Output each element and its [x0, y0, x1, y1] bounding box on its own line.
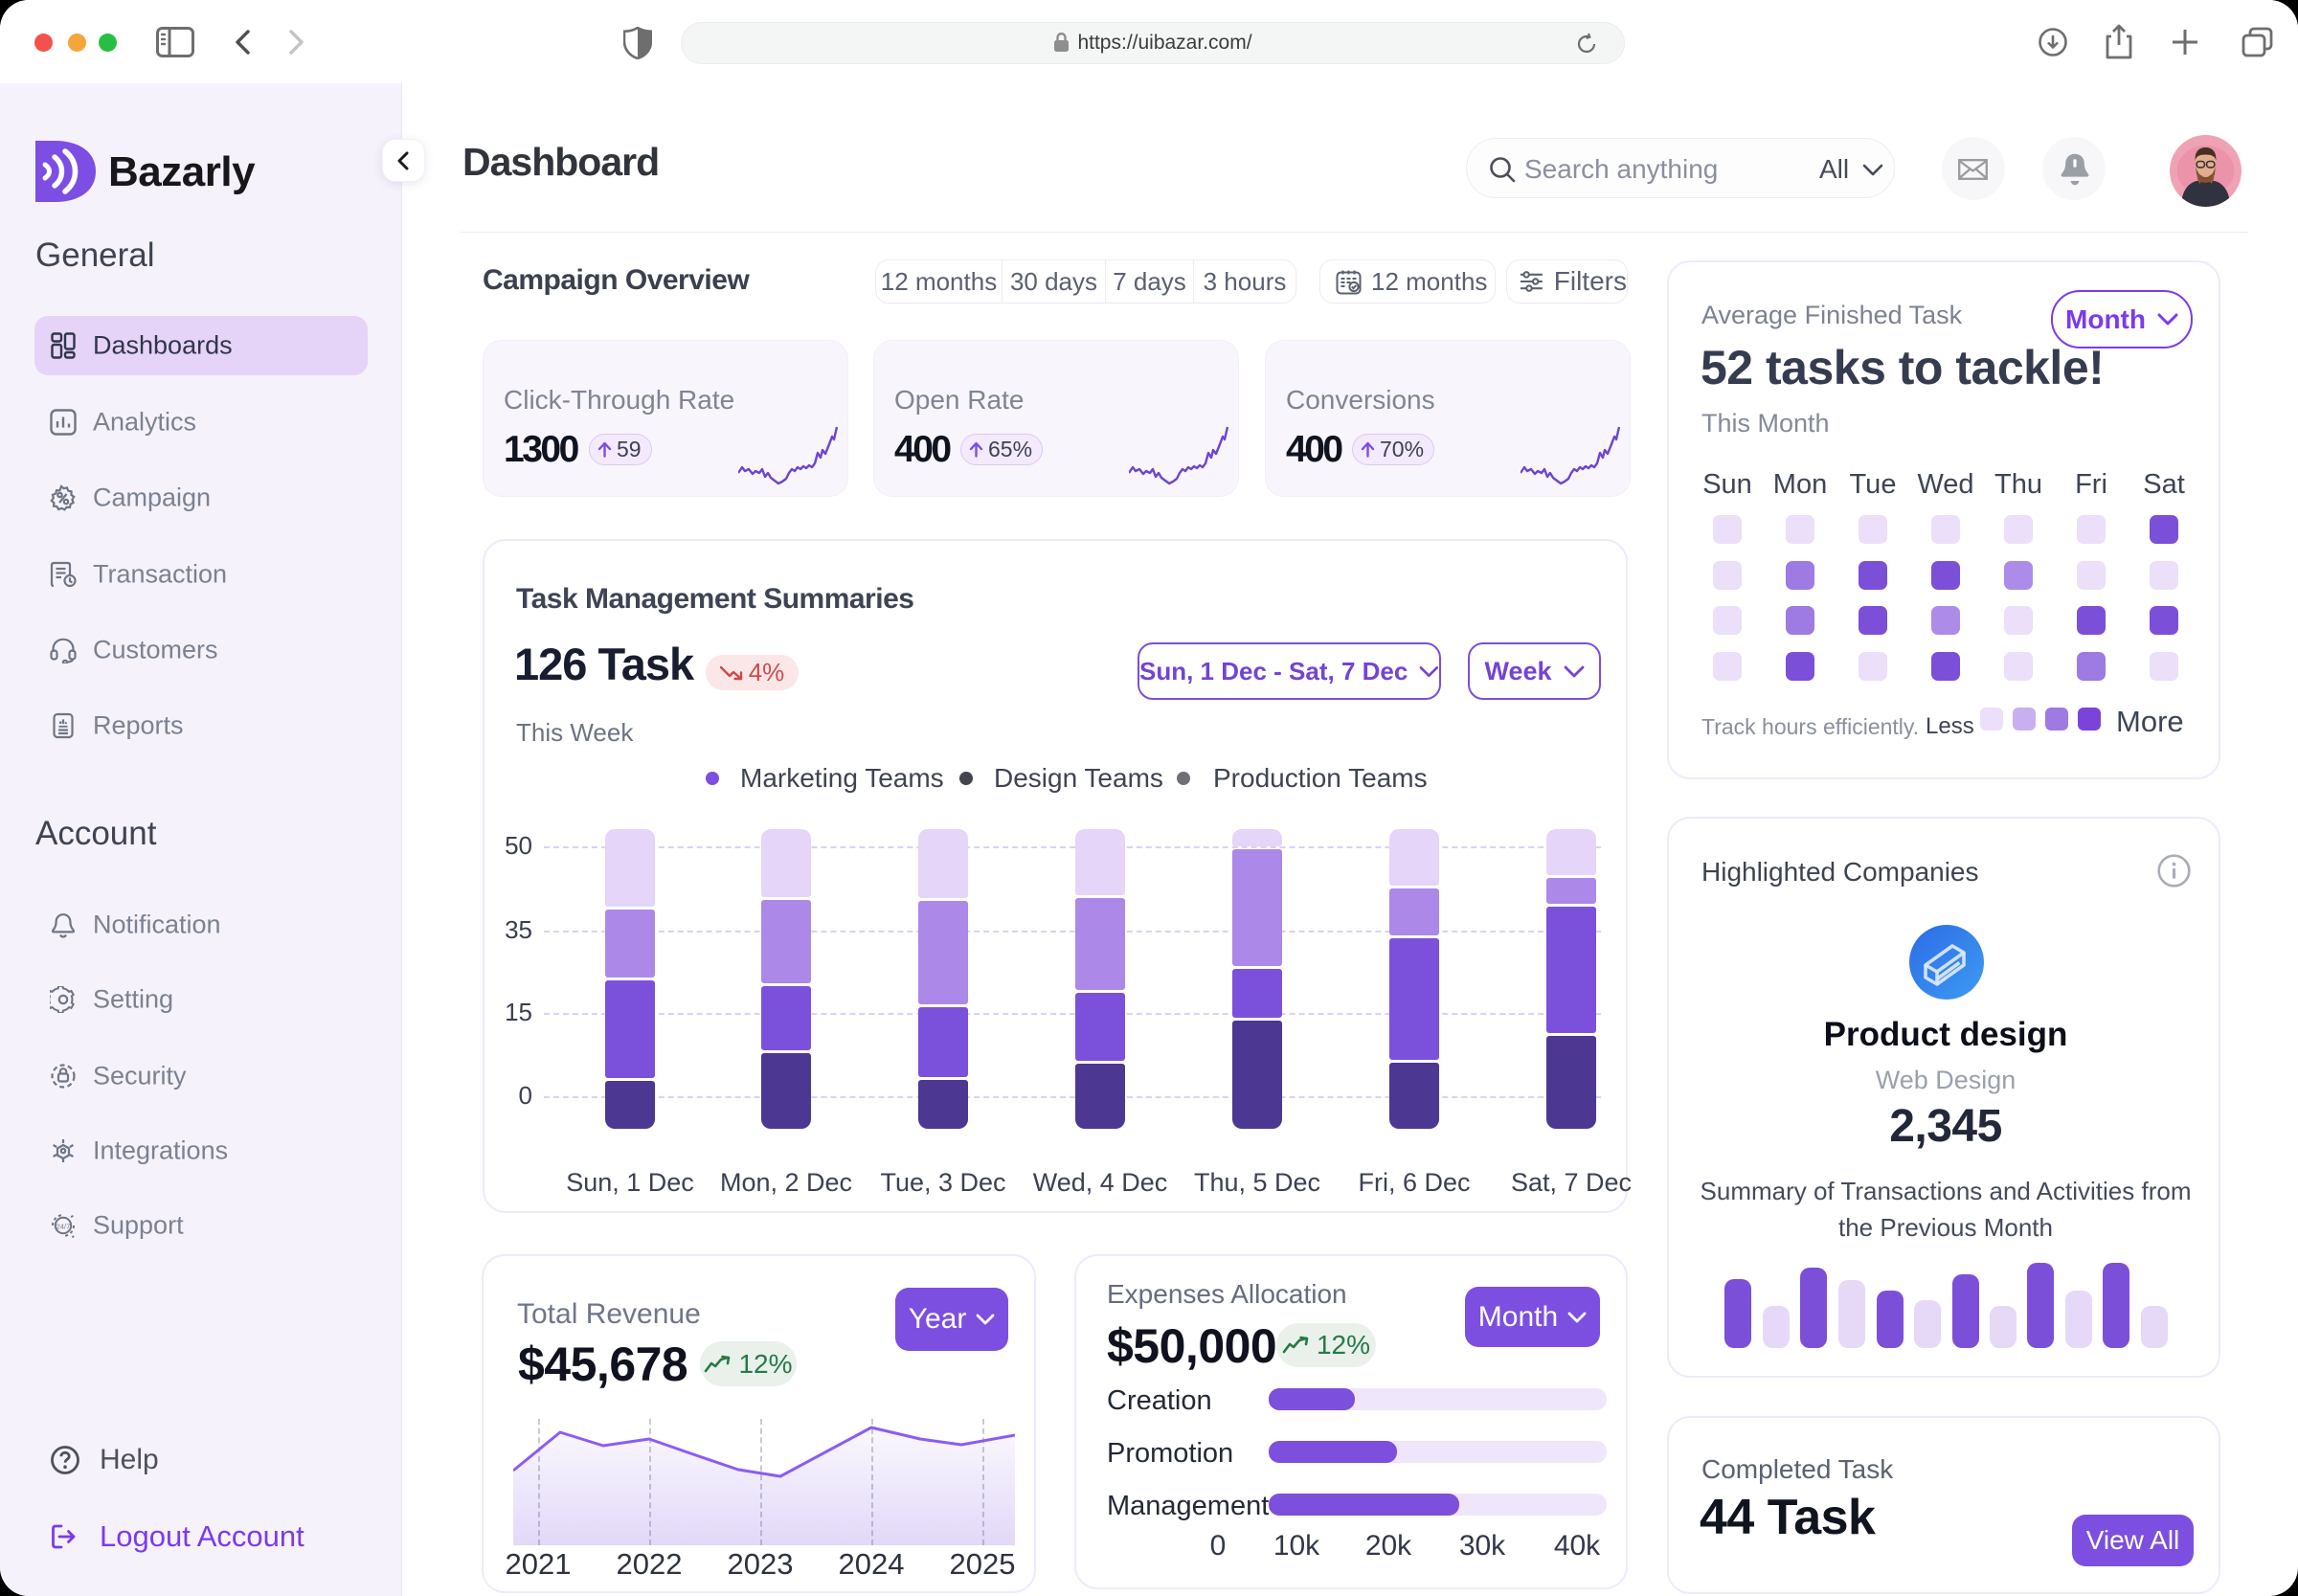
- svg-text:24/7: 24/7: [56, 1222, 70, 1230]
